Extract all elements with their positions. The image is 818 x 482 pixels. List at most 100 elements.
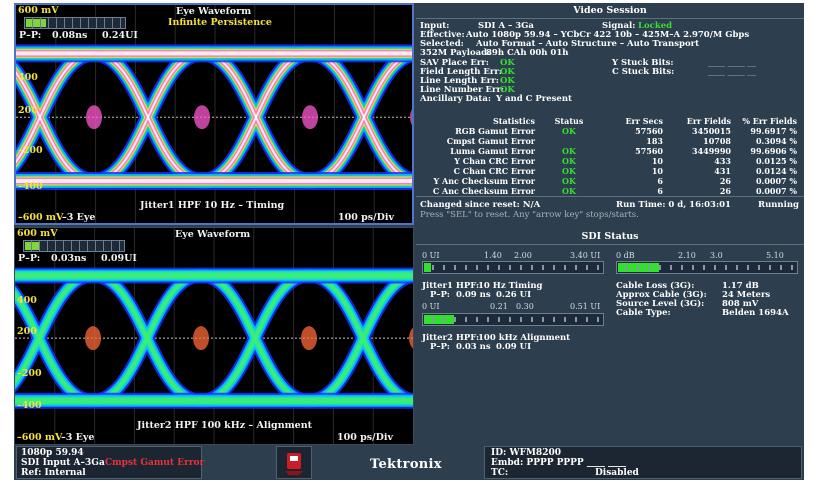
stat-status: OK: [562, 166, 576, 176]
db-scale-0: 0 dB: [616, 251, 635, 260]
jitter1-value: 10 Hz Timing: [478, 281, 543, 291]
db-scale-1: 2.10: [678, 251, 696, 260]
cable-loss-value: 1.17 dB: [722, 281, 759, 291]
stat-err-fields: 26: [719, 186, 731, 196]
anc-data-label: Ancillary Data:: [420, 94, 491, 104]
time-scale: 100 ps/Div: [338, 212, 394, 223]
instrument-id: ID: WFM8200: [491, 448, 561, 458]
cable-loss-meter: [616, 261, 798, 274]
eye-waveform-bottom-panel[interactable]: 600 mV Eye Waveform P–P: 0.03ns 0.09UI 4…: [14, 227, 414, 445]
pp-label: P–P:: [19, 30, 42, 41]
statistics-row: Y Anc Checksum Error OK 6 26 0.0007 %: [420, 176, 800, 186]
statistics-table: Statistics Status Err Secs Err Fields % …: [420, 116, 800, 196]
stat-pct-err-fields: 0.0007 %: [755, 176, 797, 186]
eye-count: –3 Eye: [62, 212, 96, 223]
pp-label: P–P:: [18, 253, 41, 264]
jitter-meter-top: [24, 17, 126, 29]
stat-err-secs: 10: [651, 156, 663, 166]
mv-top-label: 600 mV: [18, 5, 59, 16]
reset-hint: Press "SEL" to reset. Any "arrow key" st…: [420, 210, 639, 220]
embedded-audio: Embd: PPPP PPPP ____ ____: [491, 458, 626, 468]
y-label-400: 400: [17, 295, 37, 306]
eye-count: –3 Eye: [61, 432, 95, 443]
stat-err-secs: 57560: [635, 146, 663, 156]
eye-waveform-top-panel[interactable]: 600 mV Eye Waveform Infinite Persistence…: [14, 3, 414, 225]
ui-scale-2-2: 0.30: [516, 302, 534, 311]
alarm-icon-box[interactable]: [276, 446, 312, 479]
cable-type-value: Belden 1694A: [722, 308, 789, 318]
stat-name: Cmpst Gamut Error: [446, 136, 535, 146]
sav-status: OK: [500, 58, 515, 68]
input-value: SDI A – 3Ga: [478, 21, 534, 31]
selected-value: Auto Format – Auto Structure – Auto Tran…: [476, 39, 700, 49]
db-scale-3: 5.10: [766, 251, 784, 260]
y-label-neg400: –400: [17, 400, 42, 411]
jitter1-pp-label: P–P:: [430, 290, 450, 300]
source-level-label: Source Level (3G):: [616, 299, 705, 309]
status-bar: 1080p 59.94 SDI Input A–3Ga Ref: Interna…: [14, 445, 804, 480]
stat-status: OK: [562, 156, 576, 166]
pp-ui-value: 0.24UI: [102, 30, 138, 41]
jitter1-label: Jitter1 HPF:: [422, 281, 480, 291]
pp-ns-value: 0.03ns: [51, 253, 87, 264]
reference: Ref: Internal: [21, 468, 86, 478]
stat-err-secs: 10: [651, 166, 663, 176]
statistics-row: RGB Gamut Error OK 57560 3450015 99.6917 %: [420, 126, 800, 136]
y-label-400: 400: [18, 72, 38, 83]
jitter2-meter: [422, 313, 604, 326]
jitter2-pp-label: P–P:: [430, 342, 450, 352]
input-label: Input:: [420, 21, 450, 31]
stat-pct-err-fields: 0.0125 %: [755, 156, 797, 166]
jitter1-pp-ui: 0.26 UI: [496, 290, 532, 300]
line-number-status: OK: [500, 85, 515, 95]
effective-value: Auto 1080p 59.94 – YCbCr 422 10b – 425M–…: [466, 30, 750, 40]
stat-err-secs: 6: [657, 176, 663, 186]
col-statistics: Statistics: [492, 116, 535, 126]
line-length-status: OK: [500, 76, 515, 86]
statistics-header-row: Statistics Status Err Secs Err Fields % …: [420, 116, 800, 126]
stat-name: Y Chan CRC Error: [454, 156, 535, 166]
stat-err-fields: 431: [714, 166, 731, 176]
tc-value: Disabled: [595, 468, 639, 478]
run-time: Run Time: 0 d, 16:03:01: [616, 200, 731, 210]
video-session-panel[interactable]: Video Session Input: SDI A – 3Ga Signal:…: [416, 3, 804, 225]
stat-err-secs: 57560: [635, 126, 663, 136]
y-label-neg400: –400: [18, 181, 43, 192]
statistics-row: Luma Gamut Error OK 57560 3449990 99.6906 %: [420, 146, 800, 156]
stat-err-fields: 3450015: [692, 126, 731, 136]
stat-pct-err-fields: 0.0007 %: [755, 186, 797, 196]
cable-loss-label: Cable Loss (3G):: [616, 281, 695, 291]
col-err-fields: Err Fields: [686, 116, 731, 126]
stat-err-secs: 183: [646, 136, 663, 146]
effective-label: Effective:: [420, 30, 465, 40]
mv-bottom-label: –600 mV: [18, 212, 64, 223]
sdi-status-panel[interactable]: SDI Status 0 UI 1.40 2.00 3.40 UI 0 dB 2…: [416, 227, 804, 445]
stat-name: Y Anc Checksum Error: [433, 176, 535, 186]
c-stuck-label: C Stuck Bits:: [612, 67, 675, 77]
changed-since-reset: Changed since reset: N/A: [420, 200, 541, 210]
y-label-neg200: –200: [17, 368, 42, 379]
filter-label: Jitter1 HPF 10 Hz – Timing: [140, 200, 285, 211]
mv-bottom-label: –600 mV: [17, 432, 63, 443]
time-scale: 100 ps/Div: [337, 432, 393, 443]
stat-name: C Anc Checksum Error: [432, 186, 535, 196]
jitter-meter-bottom: [23, 240, 125, 252]
jitter1-meter: [422, 261, 604, 274]
ui-scale-1-3: 3.40 UI: [570, 251, 601, 260]
stat-status: OK: [562, 146, 576, 156]
stat-status: OK: [562, 186, 576, 196]
payload-label: 352M Payload:: [420, 48, 491, 58]
stat-pct-err-fields: 99.6906 %: [750, 146, 797, 156]
stat-name: RGB Gamut Error: [455, 126, 535, 136]
stat-err-fields: 3449990: [692, 146, 731, 156]
filter-label: Jitter2 HPF 100 kHz – Alignment: [137, 420, 313, 431]
eye-diagram-top: [16, 5, 412, 223]
stat-err-fields: 26: [719, 176, 731, 186]
statistics-row: Cmpst Gamut Error 183 10708 0.3094 %: [420, 136, 800, 146]
pp-ui-value: 0.09UI: [101, 253, 137, 264]
ui-scale-2-1: 0.21: [490, 302, 508, 311]
persistence-label: Infinite Persistence: [168, 17, 272, 28]
selected-label: Selected:: [420, 39, 464, 49]
sdi-status-title: SDI Status: [581, 231, 639, 242]
eye-top-title: Eye Waveform: [176, 6, 252, 17]
